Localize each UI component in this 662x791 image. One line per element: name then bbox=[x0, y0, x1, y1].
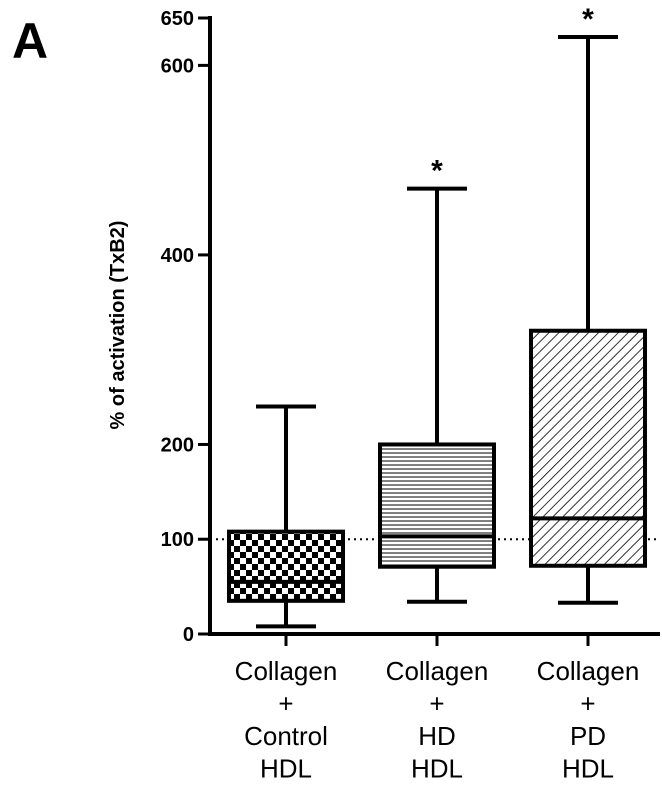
boxes-group: ** bbox=[227, 3, 647, 629]
category-label-1-line-1: Collagen bbox=[235, 656, 338, 686]
y-tick-label-650: 650 bbox=[161, 8, 194, 30]
panel-label: A bbox=[12, 13, 48, 69]
category-label-3-line-1: Collagen bbox=[537, 656, 640, 686]
axes: 0 100 200 400 600 650 bbox=[161, 8, 660, 646]
y-tick-label-400: 400 bbox=[161, 245, 194, 267]
box-iqr bbox=[378, 442, 496, 569]
box-group-2: * bbox=[378, 155, 496, 604]
category-label-2-line-2: + bbox=[429, 689, 444, 719]
category-label-3-line-2: + bbox=[580, 689, 595, 719]
category-label-2-line-1: Collagen bbox=[386, 656, 489, 686]
category-label-2-line-3: HD bbox=[418, 721, 456, 751]
category-label-3-line-4: HDL bbox=[562, 754, 614, 784]
category-label-1-line-4: HDL bbox=[260, 754, 312, 784]
y-tick-label-0: 0 bbox=[183, 624, 194, 646]
y-axis-label: % of activation (TxB2) bbox=[107, 221, 129, 430]
category-label-3-line-3: PD bbox=[570, 721, 606, 751]
box-iqr bbox=[227, 529, 345, 603]
significance-marker: * bbox=[431, 155, 443, 188]
box-iqr bbox=[529, 328, 647, 568]
category-label-1-line-2: + bbox=[278, 689, 293, 719]
box-group-3: * bbox=[529, 3, 647, 605]
y-tick-label-200: 200 bbox=[161, 434, 194, 456]
box-group-1 bbox=[227, 404, 345, 629]
significance-marker: * bbox=[582, 3, 594, 36]
category-labels-group: Collagen+ControlHDLCollagen+HDHDLCollage… bbox=[235, 656, 640, 784]
y-tick-label-100: 100 bbox=[161, 529, 194, 551]
category-label-2-line-4: HDL bbox=[411, 754, 463, 784]
category-label-1-line-3: Control bbox=[244, 721, 328, 751]
y-tick-label-600: 600 bbox=[161, 55, 194, 77]
